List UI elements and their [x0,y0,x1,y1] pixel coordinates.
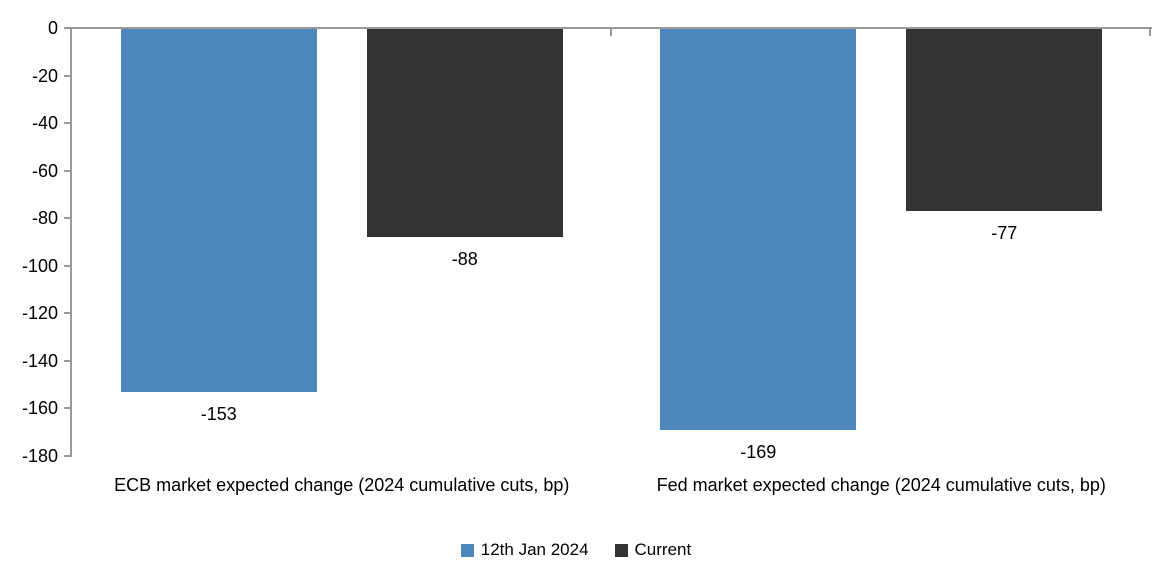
y-axis-tick-label: -40 [31,113,58,134]
x-axis-zero-line [70,27,1152,29]
y-axis-tick [64,264,70,267]
y-axis-tick-label: -60 [31,160,58,181]
x-axis-category-tick [609,29,612,36]
y-axis-tick-label: -160 [21,398,58,419]
y-axis-tick-label: -20 [31,65,58,86]
y-axis-tick [64,27,70,29]
legend-label: Current [634,540,692,559]
bar-value-label: -88 [451,249,478,270]
y-axis-tick [64,455,70,457]
y-axis-tick [64,359,70,362]
legend-swatch [460,543,474,557]
y-axis-tick [64,122,70,125]
bar-value-label: -153 [200,403,237,424]
y-axis-line [70,27,72,457]
y-axis-tick [64,74,70,77]
y-axis-tick-label: -120 [21,303,58,324]
bar-current-fed [906,29,1103,212]
legend-label: 12th Jan 2024 [480,540,589,559]
y-axis-tick-label: -100 [21,255,58,276]
bar-current-ecb [366,29,563,238]
y-axis-tick [64,407,70,410]
y-axis-tick-label: 0 [47,18,58,38]
y-axis-tick [64,312,70,315]
y-axis-tick [64,169,70,172]
bar-value-label: -77 [991,223,1018,244]
bar-12th-jan-2024-fed [660,29,857,430]
category-axis-label: ECB market expected change (2024 cumulat… [114,475,570,495]
y-axis-tick [64,217,70,220]
y-axis-tick-label: -140 [21,350,58,371]
category-axis-label: Fed market expected change (2024 cumulat… [656,475,1106,495]
x-axis-category-tick [1149,29,1151,36]
chart-legend: 12th Jan 2024 Current [0,539,1152,561]
y-axis-tick-label: -180 [21,446,58,466]
legend-item-12th-jan-2024: 12th Jan 2024 [460,540,589,560]
legend-swatch [614,543,628,557]
bar-12th-jan-2024-ecb [120,29,317,392]
x-axis-category-tick [70,29,72,36]
bar-value-label: -169 [740,441,777,462]
y-axis-tick-label: -80 [31,208,58,229]
legend-item-current: Current [614,540,692,560]
